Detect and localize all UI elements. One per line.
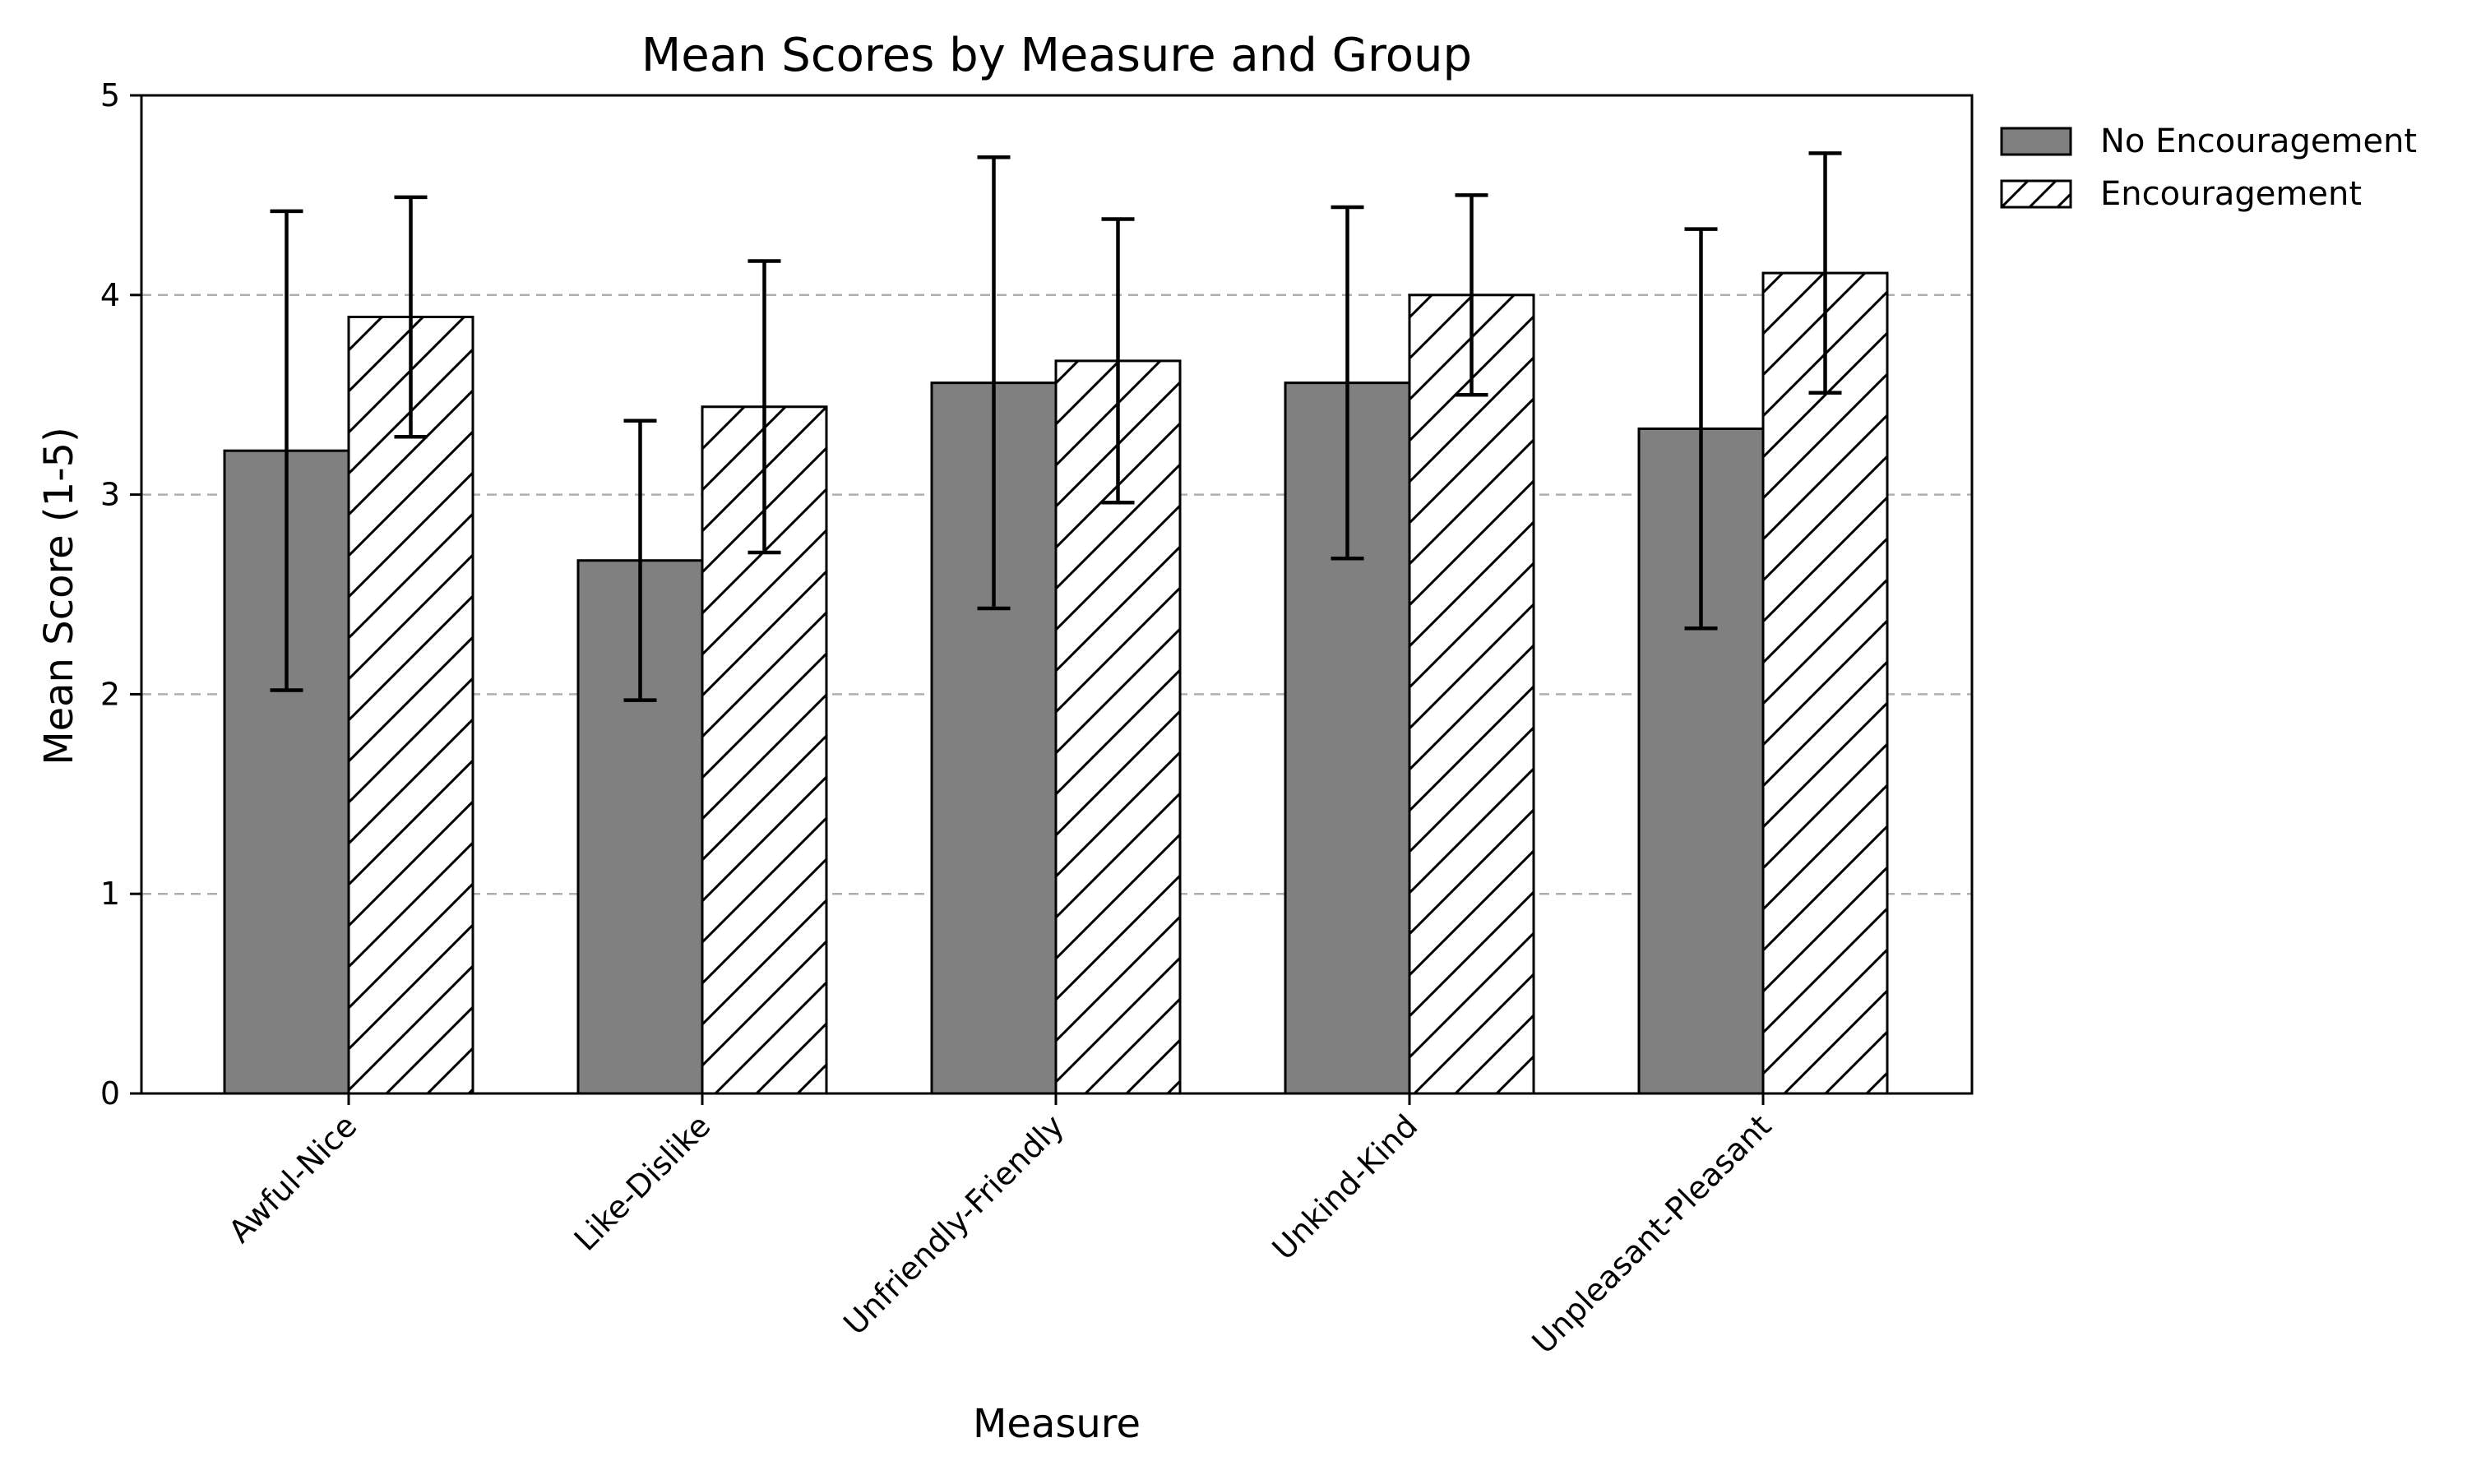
y-axis-label: Mean Score (1-5) <box>36 427 82 765</box>
legend-swatch-encouragement <box>2000 179 2072 209</box>
bar-encouragement <box>1408 294 1535 1095</box>
y-tick-label: 2 <box>100 676 120 712</box>
x-axis-label: Measure <box>973 1401 1141 1447</box>
bar-encouragement <box>347 316 474 1095</box>
bar-encouragement <box>1761 271 1889 1095</box>
y-tick-label: 1 <box>100 876 120 912</box>
legend-label: Encouragement <box>2100 175 2362 213</box>
x-tick-label: Unpleasant-Pleasant <box>1525 1107 1779 1361</box>
x-axis-ticks: Awful-Nice Like-Dislike Unfriendly-Friendl… <box>221 1093 1778 1361</box>
y-tick-label: 5 <box>100 77 120 113</box>
x-tick-label: Unfriendly-Friendly <box>836 1107 1071 1342</box>
legend-swatch-no-encouragement <box>2000 127 2072 156</box>
legend: No Encouragement Encouragement <box>2000 123 2417 213</box>
x-tick-label: Awful-Nice <box>221 1107 363 1250</box>
bars <box>223 271 1889 1095</box>
x-tick-label: Unkind-Kind <box>1266 1107 1425 1267</box>
y-tick-label: 0 <box>100 1075 120 1112</box>
chart-title: Mean Scores by Measure and Group <box>641 29 1472 82</box>
legend-label: No Encouragement <box>2100 123 2417 160</box>
y-tick-label: 3 <box>100 477 120 513</box>
error-bars <box>270 151 1842 702</box>
x-tick-label: Like-Dislike <box>567 1107 718 1258</box>
y-axis-ticks: 0 1 2 3 4 5 <box>100 77 141 1112</box>
y-tick-label: 4 <box>100 277 120 313</box>
